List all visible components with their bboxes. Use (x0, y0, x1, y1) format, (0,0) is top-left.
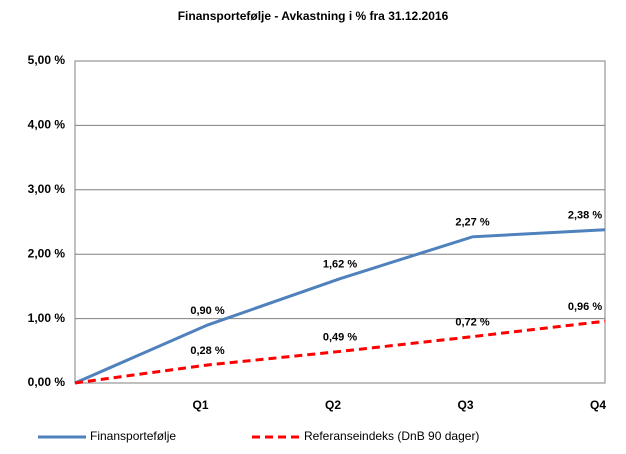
x-tick-label: Q3 (457, 398, 473, 412)
series-line (74, 319, 606, 385)
legend-label: Referanseindeks (DnB 90 dager) (304, 429, 479, 443)
x-tick-label: Q1 (192, 398, 208, 412)
x-tick-label: Q4 (590, 398, 606, 412)
data-label: 2,27 % (455, 217, 489, 229)
y-tick-label: 2,00 % (28, 246, 66, 260)
legend-label: Finansportefølje (90, 429, 176, 443)
y-tick-label: 4,00 % (28, 118, 66, 132)
y-tick-label: 0,00 % (28, 375, 66, 389)
data-label: 0,49 % (323, 331, 357, 343)
data-label: 1,62 % (323, 259, 357, 271)
data-label: 0,90 % (190, 305, 224, 317)
data-label: 0,72 % (455, 317, 489, 329)
data-label: 2,38 % (568, 210, 602, 222)
chart-title: Finansportefølje - Avkastning i % fra 31… (178, 9, 449, 23)
x-tick-label: Q2 (325, 398, 341, 412)
y-tick-label: 1,00 % (28, 311, 66, 325)
data-label: 0,96 % (568, 301, 602, 313)
series-line (74, 228, 606, 385)
y-tick-label: 5,00 % (28, 53, 66, 67)
data-label: 0,28 % (190, 345, 224, 357)
y-tick-label: 3,00 % (28, 182, 66, 196)
